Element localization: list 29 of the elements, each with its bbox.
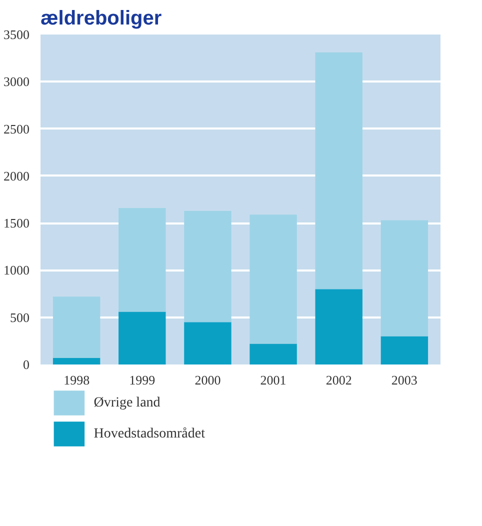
- y-tick-label: 0: [23, 357, 30, 372]
- bar: [52, 296, 100, 358]
- x-tick-label: 2001: [260, 372, 286, 388]
- bar: [250, 214, 297, 344]
- bar: [52, 358, 100, 364]
- x-tick-label: 2003: [391, 372, 418, 388]
- y-tick-label: 3000: [4, 74, 30, 90]
- y-tick-label: 1000: [4, 262, 30, 278]
- y-tick-label: 500: [10, 310, 30, 325]
- bar: [380, 220, 428, 336]
- x-tick-label: 1999: [129, 372, 156, 388]
- bar: [118, 208, 166, 312]
- bar: [250, 344, 297, 364]
- chart-title: ældreboliger: [40, 8, 162, 30]
- legend-label: Øvrige land: [94, 396, 160, 410]
- y-tick-label: 2000: [4, 168, 30, 184]
- x-tick-label: 2000: [194, 372, 221, 388]
- bar: [184, 210, 232, 322]
- x-tick-label: 1998: [64, 372, 90, 388]
- bar: [315, 289, 362, 364]
- y-tick-label: 2500: [4, 121, 30, 136]
- bar: [184, 322, 232, 364]
- y-tick-label: 1500: [4, 216, 30, 231]
- y-tick-label: 3500: [4, 27, 30, 42]
- x-tick-label: 2002: [326, 372, 352, 388]
- bar: [315, 52, 362, 290]
- bar: [118, 312, 166, 364]
- legend-label: Hovedstadsområdet: [94, 426, 206, 442]
- bar: [380, 336, 428, 364]
